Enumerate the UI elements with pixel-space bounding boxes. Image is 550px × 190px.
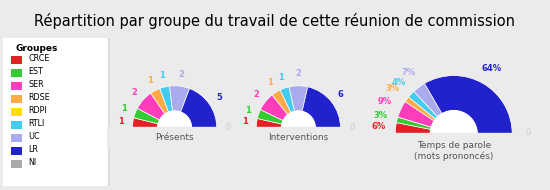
Circle shape <box>282 111 315 145</box>
Wedge shape <box>169 86 190 112</box>
Bar <box>12 147 22 155</box>
Bar <box>107 127 242 149</box>
Text: 2: 2 <box>178 70 184 79</box>
Wedge shape <box>425 76 512 134</box>
Text: 1: 1 <box>122 104 127 113</box>
Text: 5: 5 <box>216 93 222 102</box>
Text: 1: 1 <box>147 76 152 85</box>
Text: SER: SER <box>29 80 44 89</box>
Text: 6: 6 <box>338 90 343 99</box>
Text: 3%: 3% <box>386 84 400 93</box>
Wedge shape <box>133 118 158 128</box>
Text: EST: EST <box>29 67 43 76</box>
Text: 2: 2 <box>295 70 301 78</box>
Text: 9%: 9% <box>378 97 392 106</box>
Bar <box>231 127 366 149</box>
Text: 7%: 7% <box>402 69 416 78</box>
Bar <box>12 121 22 129</box>
Bar <box>12 108 22 116</box>
Text: Répartition par groupe du travail de cette réunion de commission: Répartition par groupe du travail de cet… <box>35 13 515 29</box>
Wedge shape <box>397 117 431 129</box>
Text: 0: 0 <box>350 123 355 131</box>
FancyBboxPatch shape <box>2 36 109 188</box>
Text: 6%: 6% <box>371 122 385 131</box>
Wedge shape <box>280 87 295 113</box>
Bar <box>360 133 547 163</box>
Text: 3%: 3% <box>373 111 387 120</box>
Text: 64%: 64% <box>482 64 502 73</box>
Circle shape <box>158 111 191 145</box>
Text: UC: UC <box>29 132 40 141</box>
Wedge shape <box>134 108 160 124</box>
Text: RTLI: RTLI <box>29 119 45 128</box>
Text: Présents: Présents <box>155 133 194 142</box>
Wedge shape <box>395 123 431 134</box>
Bar <box>12 82 22 90</box>
Text: Temps de parole
(mots prononcés): Temps de parole (mots prononcés) <box>414 141 493 161</box>
Text: 1: 1 <box>245 106 250 115</box>
Text: 1: 1 <box>267 78 273 87</box>
Text: 1: 1 <box>118 117 124 126</box>
Wedge shape <box>261 95 288 121</box>
Text: 2: 2 <box>131 88 137 97</box>
Text: 4%: 4% <box>391 78 405 87</box>
Wedge shape <box>414 83 442 117</box>
Text: Interventions: Interventions <box>268 133 328 142</box>
Text: NI: NI <box>29 158 37 167</box>
Wedge shape <box>180 89 217 128</box>
Bar <box>12 160 22 168</box>
Wedge shape <box>289 86 308 112</box>
Text: RDPI: RDPI <box>29 106 47 115</box>
Wedge shape <box>160 86 173 112</box>
Wedge shape <box>302 87 340 128</box>
Wedge shape <box>405 97 436 121</box>
Wedge shape <box>256 119 282 128</box>
Text: RDSE: RDSE <box>29 93 50 102</box>
Bar <box>12 134 22 142</box>
Wedge shape <box>151 89 169 114</box>
Wedge shape <box>272 90 291 115</box>
Text: Groupes: Groupes <box>15 44 58 53</box>
Circle shape <box>430 111 477 157</box>
Bar <box>12 95 22 103</box>
Wedge shape <box>409 91 438 119</box>
Text: 0: 0 <box>226 123 231 131</box>
Bar <box>12 69 22 77</box>
Text: 1: 1 <box>242 117 248 126</box>
Text: 1: 1 <box>278 73 283 82</box>
Wedge shape <box>398 101 434 127</box>
Text: 0: 0 <box>526 128 531 137</box>
Bar <box>12 56 22 64</box>
Wedge shape <box>138 93 165 120</box>
Text: 1: 1 <box>159 71 164 80</box>
Text: LR: LR <box>29 145 38 154</box>
Wedge shape <box>257 110 283 124</box>
Text: CRCE: CRCE <box>29 54 50 63</box>
Text: 2: 2 <box>254 90 259 99</box>
